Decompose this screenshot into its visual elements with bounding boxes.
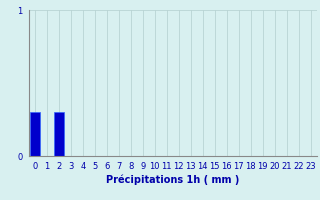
Bar [30,112,40,156]
Bar [54,112,64,156]
X-axis label: Précipitations 1h ( mm ): Précipitations 1h ( mm ) [106,174,239,185]
